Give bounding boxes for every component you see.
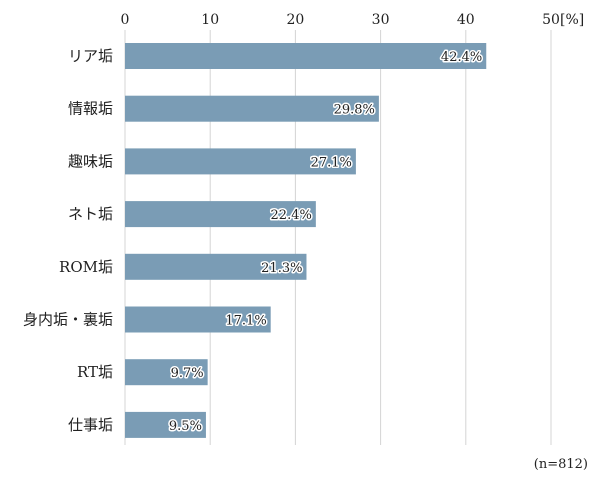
data-label: 29.8% xyxy=(334,103,375,118)
category-label: ROM垢 xyxy=(59,258,113,276)
category-label: 仕事垢 xyxy=(68,416,113,434)
category-label: 趣味垢 xyxy=(68,152,113,170)
bars xyxy=(125,43,487,438)
bar xyxy=(125,306,271,333)
bar xyxy=(125,411,206,438)
sample-size-note: (n=812) xyxy=(534,457,588,472)
x-axis-unit-label: [%] xyxy=(560,12,584,28)
x-tick-label: 40 xyxy=(457,12,475,28)
x-axis-ticks: 0 10 20 30 40 50 xyxy=(121,12,560,28)
data-label: 21.3% xyxy=(261,261,302,276)
x-tick-label: 0 xyxy=(121,12,130,28)
bar xyxy=(125,253,307,280)
data-label: 27.1% xyxy=(311,155,352,170)
data-label: 42.4% xyxy=(441,50,482,65)
data-label: 9.7% xyxy=(171,366,204,381)
category-label: RT垢 xyxy=(77,363,113,381)
category-label: 情報垢 xyxy=(68,100,113,118)
bar xyxy=(125,148,356,175)
bar xyxy=(125,359,208,386)
data-label: 17.1% xyxy=(225,314,266,329)
x-tick-label: 50 xyxy=(542,12,560,28)
data-labels: 42.4% 29.8% 27.1% 22.4% 21.3% 17.1% 9.7% 9.5% xyxy=(167,49,483,436)
x-tick-label: 30 xyxy=(372,12,390,28)
category-label: リア垢 xyxy=(68,47,113,65)
x-tick-label: 10 xyxy=(201,12,219,28)
data-label: 9.5% xyxy=(169,419,202,434)
data-label: 22.4% xyxy=(271,208,312,223)
bar xyxy=(125,201,316,228)
bar xyxy=(125,43,487,69)
x-tick-label: 20 xyxy=(286,12,304,28)
bar xyxy=(125,95,379,122)
category-label: 身内垢・裏垢 xyxy=(23,311,113,329)
category-label: ネト垢 xyxy=(68,205,113,223)
